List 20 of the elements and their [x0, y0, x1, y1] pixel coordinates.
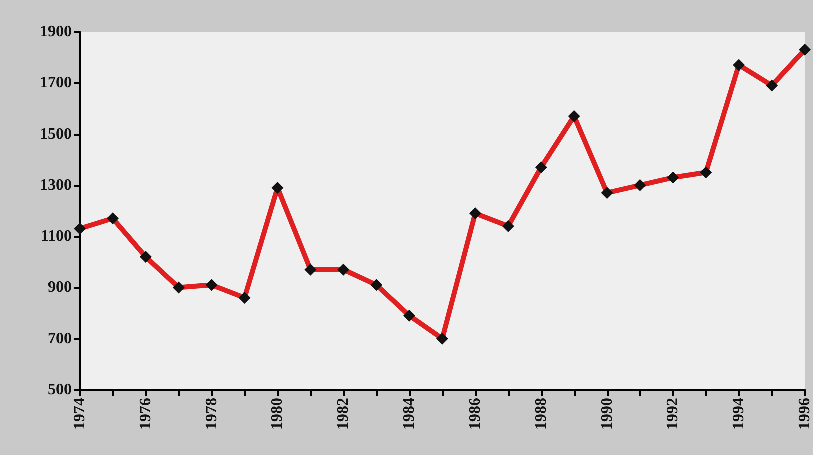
y-tick-label: 1700: [40, 74, 72, 92]
x-tick-label: 1994: [730, 398, 748, 430]
x-tick-label: 1984: [401, 398, 418, 430]
y-tick-label: 1100: [40, 228, 72, 246]
y-tick-label: 1900: [40, 24, 72, 40]
x-tick-label: 1976: [137, 398, 154, 430]
x-tick-label: 1992: [664, 398, 682, 430]
x-tick-label: 1980: [269, 398, 286, 430]
y-tick-label: 500: [48, 382, 72, 398]
y-tick-label: 1500: [40, 126, 72, 143]
x-tick-label: 1988: [532, 398, 550, 430]
x-tick-label: 1978: [203, 398, 220, 430]
x-tick-label: 1982: [335, 398, 352, 430]
y-tick-label: 700: [48, 330, 72, 348]
x-tick-label: 1974: [72, 398, 88, 430]
x-tick-label: 1986: [466, 398, 484, 430]
x-tick-label: 1996: [796, 398, 813, 430]
y-tick-label: 1300: [40, 176, 72, 194]
y-tick-label: 900: [48, 279, 72, 296]
x-tick-label: 1990: [598, 398, 616, 430]
